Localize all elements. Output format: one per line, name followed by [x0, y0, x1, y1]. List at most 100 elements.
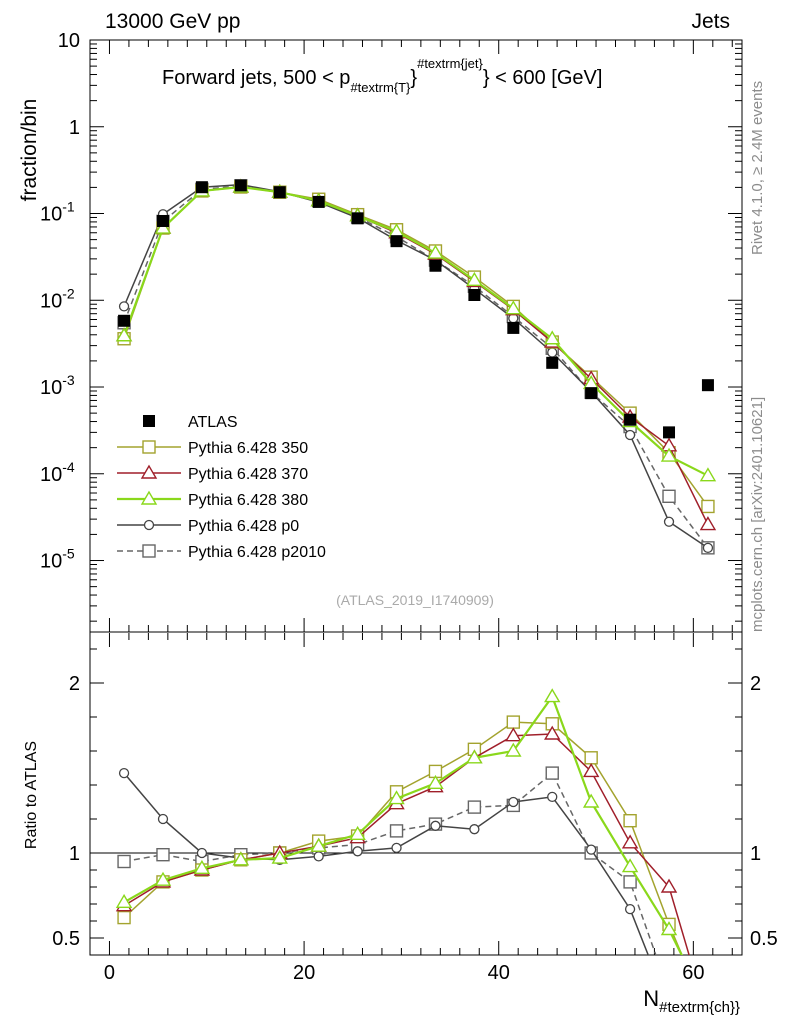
data-point-p0	[118, 301, 130, 312]
ratio-point-p2010	[545, 766, 559, 780]
x-tick-label: 0	[104, 962, 115, 984]
ratio-y-tick-label: 2	[69, 673, 80, 695]
y-tick-label: 10-1	[40, 199, 75, 226]
data-point-atlas	[507, 321, 520, 334]
x-axis-label-subscript: #textrm{ch}	[659, 999, 735, 1016]
series-atlas	[118, 179, 714, 439]
ratio-point-p0	[118, 767, 130, 779]
legend-entry-atlas: ATLAS	[143, 414, 238, 431]
legend-label-p350: Pythia 6.428 350	[188, 440, 308, 457]
data-point-atlas	[468, 288, 481, 301]
x-axis-label-brace: }	[735, 999, 740, 1016]
ratio-point-p2010	[623, 875, 637, 889]
data-point-atlas	[390, 235, 403, 248]
y-tick-label: 10	[58, 30, 80, 52]
ratio-point-p350	[623, 814, 637, 828]
legend-label-atlas: ATLAS	[188, 414, 238, 431]
axis-tick-labels: 0 20 40 60 10-5 10-4 10-3 10-2 10-1 1 10 0.5 0.5 1 1 2 2	[40, 30, 778, 984]
title-prefix: Forward jets, 500 < p	[162, 67, 350, 89]
data-point-p380	[427, 244, 444, 259]
plot-title: Forward jets, 500 < p#textrm{T}}#textrm{…	[162, 56, 602, 95]
series-p350	[117, 180, 715, 514]
ratio-point-p2010	[389, 824, 404, 838]
ratio-point-p0	[157, 813, 169, 825]
mcplots-label: mcplots.cern.ch [arXiv:2401.10621]	[749, 397, 766, 632]
data-point-atlas	[118, 314, 131, 327]
series-line-p0	[123, 183, 709, 549]
x-tick-label: 40	[488, 962, 510, 984]
ratio-point-p380	[115, 893, 133, 908]
ratio-point-p380	[505, 742, 522, 757]
data-point-p0	[624, 429, 636, 441]
ratio-point-p2010	[117, 854, 131, 869]
data-point-p0	[547, 347, 558, 358]
legend-marker-p2010	[142, 544, 156, 558]
rivet-version-label: Rivet 4.1.0, ≥ 2.4M events	[749, 81, 766, 255]
data-point-p380	[544, 330, 561, 345]
y-axis-label-main: fraction/bin	[18, 99, 41, 202]
data-point-p380	[154, 219, 172, 234]
data-point-p380	[115, 327, 133, 342]
legend-entry-p0: Pythia 6.428 p0	[117, 518, 299, 535]
ratio-point-p0	[352, 846, 363, 857]
ratio-point-p0	[391, 842, 402, 854]
legend-label-p370: Pythia 6.428 370	[188, 466, 308, 483]
ratio-point-p380	[427, 774, 444, 789]
legend-marker-p350	[142, 440, 156, 454]
y-axis-label-ratio: Ratio to ATLAS	[23, 741, 40, 849]
ratio-line-p380	[123, 694, 683, 955]
data-point-atlas	[273, 186, 286, 199]
y-tick-label: 10-2	[40, 285, 75, 312]
ratio-point-p2010	[156, 848, 170, 862]
ratio-point-p0	[624, 903, 636, 915]
ratio-series-p380	[115, 688, 683, 955]
ratio-point-p380	[193, 859, 211, 874]
legend-marker-p380	[140, 490, 158, 505]
ratio-y-tick-label: 1	[69, 843, 80, 865]
ratio-point-p380	[621, 858, 639, 873]
ratio-line-p2010	[123, 771, 657, 955]
data-point-p380	[660, 447, 678, 462]
data-point-atlas	[156, 214, 169, 227]
ratio-point-p380	[232, 851, 250, 866]
ratio-point-p380	[544, 688, 561, 703]
data-point-atlas	[585, 387, 598, 400]
y-tick-label: 1	[69, 117, 80, 139]
ratio-point-p380	[271, 849, 288, 864]
ratio-point-p350	[506, 715, 521, 729]
data-point-atlas	[546, 356, 559, 369]
data-point-atlas	[351, 212, 364, 225]
ratio-point-p380	[660, 921, 678, 936]
data-point-p0	[663, 516, 675, 527]
ratio-point-p2010	[467, 800, 482, 814]
legend-label-p2010: Pythia 6.428 p2010	[188, 544, 326, 561]
ratio-line-p350	[123, 721, 683, 955]
ratio-point-p370	[544, 725, 561, 740]
ratio-line-p0	[123, 772, 650, 955]
ratio-point-p380	[466, 749, 483, 764]
ratio-y-tick-label: 0.5	[52, 928, 80, 950]
data-point-atlas	[429, 259, 442, 272]
process-label: Jets	[691, 10, 730, 33]
data-point-atlas	[663, 426, 676, 439]
legend-marker-atlas	[143, 415, 155, 427]
ratio-point-p380	[388, 790, 405, 805]
y-tick-label: 10-3	[40, 372, 75, 399]
series-line-p380	[123, 185, 709, 477]
data-point-atlas	[195, 181, 208, 194]
legend: ATLAS Pythia 6.428 350 Pythia 6.428 370 Pyt…	[117, 414, 326, 561]
data-point-p350	[701, 499, 715, 514]
ratio-point-p0	[196, 847, 208, 859]
title-superscript: #textrm{jet}	[417, 56, 483, 71]
ratio-point-p0	[547, 791, 558, 803]
ratio-plot-area	[90, 688, 742, 955]
legend-entry-p350: Pythia 6.428 350	[117, 440, 308, 457]
title-suffix: } < 600 [GeV]	[483, 67, 603, 89]
ratio-point-p380	[154, 871, 172, 886]
collision-energy-label: 13000 GeV pp	[105, 10, 240, 33]
legend-label-p0: Pythia 6.428 p0	[188, 518, 299, 535]
data-point-atlas	[701, 379, 714, 392]
ratio-point-p370	[505, 727, 522, 742]
ratio-point-p380	[310, 837, 327, 852]
y-tick-label: 10-4	[40, 459, 75, 486]
